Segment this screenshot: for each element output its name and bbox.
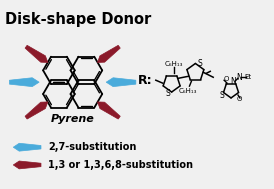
Text: O: O: [223, 76, 229, 82]
Text: C₆H₁₃: C₆H₁₃: [178, 88, 197, 94]
Polygon shape: [25, 102, 48, 119]
Polygon shape: [9, 78, 39, 87]
Text: 1,3 or 1,3,6,8-substitution: 1,3 or 1,3,6,8-substitution: [48, 160, 193, 170]
Text: S: S: [198, 59, 203, 68]
Text: N: N: [230, 77, 236, 86]
Text: Pyrene: Pyrene: [51, 114, 95, 124]
Text: S: S: [220, 91, 224, 101]
Polygon shape: [98, 45, 120, 63]
Polygon shape: [106, 78, 136, 87]
Polygon shape: [13, 143, 41, 151]
Text: C₆H₁₃: C₆H₁₃: [164, 61, 183, 67]
Text: Disk-shape Donor: Disk-shape Donor: [5, 12, 152, 27]
Polygon shape: [98, 102, 120, 119]
Text: S: S: [165, 88, 170, 98]
Text: Et: Et: [244, 74, 252, 80]
Polygon shape: [25, 45, 48, 63]
Text: 2,7-substitution: 2,7-substitution: [48, 142, 136, 152]
Text: N: N: [236, 73, 242, 82]
Text: R:: R:: [138, 74, 153, 87]
Text: O: O: [236, 96, 242, 102]
Polygon shape: [13, 161, 41, 169]
